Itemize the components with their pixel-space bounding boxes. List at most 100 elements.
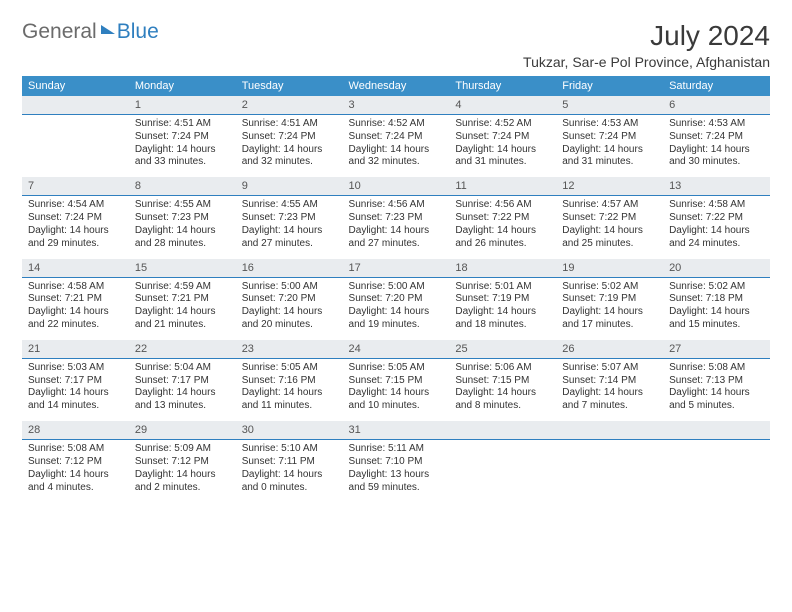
sunset-line: Sunset: 7:19 PM — [455, 293, 550, 306]
day-body: Sunrise: 4:55 AMSunset: 7:23 PMDaylight:… — [236, 196, 343, 258]
day-number: 7 — [22, 177, 129, 196]
day-body — [449, 440, 556, 484]
day-body: Sunrise: 4:57 AMSunset: 7:22 PMDaylight:… — [556, 196, 663, 258]
sunrise-line: Sunrise: 5:04 AM — [135, 362, 230, 375]
day-number: 23 — [236, 340, 343, 359]
daylight-line: Daylight: 14 hours and 11 minutes. — [242, 387, 337, 413]
sunrise-line: Sunrise: 4:51 AM — [135, 118, 230, 131]
calendar-week-row: 7Sunrise: 4:54 AMSunset: 7:24 PMDaylight… — [22, 177, 770, 258]
sunrise-line: Sunrise: 4:51 AM — [242, 118, 337, 131]
month-title: July 2024 — [523, 20, 770, 52]
sunrise-line: Sunrise: 4:55 AM — [135, 199, 230, 212]
day-body: Sunrise: 5:05 AMSunset: 7:15 PMDaylight:… — [343, 359, 450, 421]
daylight-line: Daylight: 14 hours and 18 minutes. — [455, 306, 550, 332]
sunset-line: Sunset: 7:23 PM — [242, 212, 337, 225]
day-cell: 21Sunrise: 5:03 AMSunset: 7:17 PMDayligh… — [22, 340, 129, 421]
day-cell: 9Sunrise: 4:55 AMSunset: 7:23 PMDaylight… — [236, 177, 343, 258]
day-cell: 16Sunrise: 5:00 AMSunset: 7:20 PMDayligh… — [236, 259, 343, 340]
sunrise-line: Sunrise: 4:56 AM — [455, 199, 550, 212]
daylight-line: Daylight: 14 hours and 22 minutes. — [28, 306, 123, 332]
sunset-line: Sunset: 7:19 PM — [562, 293, 657, 306]
logo: General Blue — [22, 20, 159, 44]
day-cell: 11Sunrise: 4:56 AMSunset: 7:22 PMDayligh… — [449, 177, 556, 258]
sunrise-line: Sunrise: 5:05 AM — [349, 362, 444, 375]
day-number: 20 — [663, 259, 770, 278]
sunset-line: Sunset: 7:14 PM — [562, 375, 657, 388]
logo-text-general: General — [22, 20, 97, 44]
day-number — [449, 421, 556, 440]
daylight-line: Daylight: 14 hours and 0 minutes. — [242, 469, 337, 495]
day-body: Sunrise: 4:56 AMSunset: 7:23 PMDaylight:… — [343, 196, 450, 258]
sunrise-line: Sunrise: 5:11 AM — [349, 443, 444, 456]
day-cell: 13Sunrise: 4:58 AMSunset: 7:22 PMDayligh… — [663, 177, 770, 258]
day-cell: 7Sunrise: 4:54 AMSunset: 7:24 PMDaylight… — [22, 177, 129, 258]
location-label: Tukzar, Sar-e Pol Province, Afghanistan — [523, 54, 770, 70]
daylight-line: Daylight: 14 hours and 25 minutes. — [562, 225, 657, 251]
day-body: Sunrise: 4:53 AMSunset: 7:24 PMDaylight:… — [663, 115, 770, 177]
day-number — [22, 96, 129, 115]
daylight-line: Daylight: 14 hours and 10 minutes. — [349, 387, 444, 413]
day-cell: 25Sunrise: 5:06 AMSunset: 7:15 PMDayligh… — [449, 340, 556, 421]
day-body: Sunrise: 5:08 AMSunset: 7:12 PMDaylight:… — [22, 440, 129, 502]
daylight-line: Daylight: 14 hours and 19 minutes. — [349, 306, 444, 332]
calendar-head: SundayMondayTuesdayWednesdayThursdayFrid… — [22, 76, 770, 96]
day-number: 27 — [663, 340, 770, 359]
weekday-header: Friday — [556, 76, 663, 96]
day-body: Sunrise: 4:58 AMSunset: 7:22 PMDaylight:… — [663, 196, 770, 258]
sunrise-line: Sunrise: 4:57 AM — [562, 199, 657, 212]
day-body: Sunrise: 5:04 AMSunset: 7:17 PMDaylight:… — [129, 359, 236, 421]
calendar-table: SundayMondayTuesdayWednesdayThursdayFrid… — [22, 76, 770, 502]
day-cell: 5Sunrise: 4:53 AMSunset: 7:24 PMDaylight… — [556, 96, 663, 177]
day-number: 9 — [236, 177, 343, 196]
sunrise-line: Sunrise: 5:05 AM — [242, 362, 337, 375]
day-cell: 30Sunrise: 5:10 AMSunset: 7:11 PMDayligh… — [236, 421, 343, 502]
daylight-line: Daylight: 13 hours and 59 minutes. — [349, 469, 444, 495]
day-cell: 19Sunrise: 5:02 AMSunset: 7:19 PMDayligh… — [556, 259, 663, 340]
calendar-week-row: 14Sunrise: 4:58 AMSunset: 7:21 PMDayligh… — [22, 259, 770, 340]
day-number: 19 — [556, 259, 663, 278]
day-cell: 2Sunrise: 4:51 AMSunset: 7:24 PMDaylight… — [236, 96, 343, 177]
day-cell: 27Sunrise: 5:08 AMSunset: 7:13 PMDayligh… — [663, 340, 770, 421]
day-body: Sunrise: 4:56 AMSunset: 7:22 PMDaylight:… — [449, 196, 556, 258]
daylight-line: Daylight: 14 hours and 28 minutes. — [135, 225, 230, 251]
day-number: 30 — [236, 421, 343, 440]
day-body: Sunrise: 4:55 AMSunset: 7:23 PMDaylight:… — [129, 196, 236, 258]
day-body: Sunrise: 4:59 AMSunset: 7:21 PMDaylight:… — [129, 278, 236, 340]
daylight-line: Daylight: 14 hours and 32 minutes. — [349, 144, 444, 170]
sunset-line: Sunset: 7:23 PM — [135, 212, 230, 225]
logo-triangle-icon — [101, 25, 115, 34]
daylight-line: Daylight: 14 hours and 7 minutes. — [562, 387, 657, 413]
sunrise-line: Sunrise: 5:01 AM — [455, 281, 550, 294]
day-body: Sunrise: 5:00 AMSunset: 7:20 PMDaylight:… — [236, 278, 343, 340]
daylight-line: Daylight: 14 hours and 24 minutes. — [669, 225, 764, 251]
sunrise-line: Sunrise: 5:09 AM — [135, 443, 230, 456]
sunset-line: Sunset: 7:17 PM — [135, 375, 230, 388]
sunrise-line: Sunrise: 5:08 AM — [28, 443, 123, 456]
day-number — [663, 421, 770, 440]
day-body: Sunrise: 5:07 AMSunset: 7:14 PMDaylight:… — [556, 359, 663, 421]
sunrise-line: Sunrise: 5:06 AM — [455, 362, 550, 375]
daylight-line: Daylight: 14 hours and 20 minutes. — [242, 306, 337, 332]
day-number: 31 — [343, 421, 450, 440]
sunrise-line: Sunrise: 4:56 AM — [349, 199, 444, 212]
sunrise-line: Sunrise: 4:53 AM — [562, 118, 657, 131]
sunrise-line: Sunrise: 4:54 AM — [28, 199, 123, 212]
day-cell: 29Sunrise: 5:09 AMSunset: 7:12 PMDayligh… — [129, 421, 236, 502]
blank-cell — [556, 421, 663, 502]
calendar-week-row: 21Sunrise: 5:03 AMSunset: 7:17 PMDayligh… — [22, 340, 770, 421]
day-cell: 15Sunrise: 4:59 AMSunset: 7:21 PMDayligh… — [129, 259, 236, 340]
logo-text-blue: Blue — [117, 20, 159, 44]
sunset-line: Sunset: 7:18 PM — [669, 293, 764, 306]
weekday-header: Saturday — [663, 76, 770, 96]
daylight-line: Daylight: 14 hours and 27 minutes. — [349, 225, 444, 251]
sunset-line: Sunset: 7:24 PM — [455, 131, 550, 144]
day-number: 2 — [236, 96, 343, 115]
day-body: Sunrise: 5:00 AMSunset: 7:20 PMDaylight:… — [343, 278, 450, 340]
day-body: Sunrise: 4:51 AMSunset: 7:24 PMDaylight:… — [129, 115, 236, 177]
sunrise-line: Sunrise: 5:02 AM — [562, 281, 657, 294]
sunset-line: Sunset: 7:17 PM — [28, 375, 123, 388]
day-number — [556, 421, 663, 440]
blank-cell — [22, 96, 129, 177]
sunset-line: Sunset: 7:21 PM — [28, 293, 123, 306]
daylight-line: Daylight: 14 hours and 2 minutes. — [135, 469, 230, 495]
